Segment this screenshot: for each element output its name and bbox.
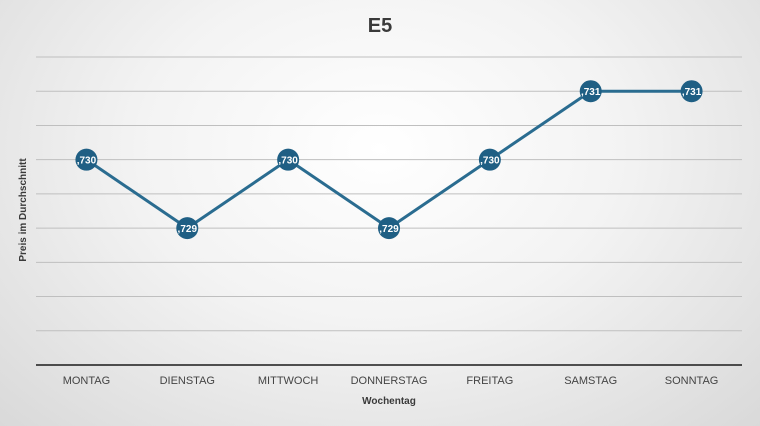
data-label: ,731 bbox=[581, 87, 601, 98]
data-label: ,729 bbox=[178, 224, 198, 235]
data-label: ,730 bbox=[480, 156, 500, 167]
x-tick-label: DIENSTAG bbox=[160, 375, 215, 387]
data-label: ,731 bbox=[682, 87, 702, 98]
x-axis-ticks: MONTAG DIENSTAG MITTWOCH DONNERSTAG FREITAG S… bbox=[63, 375, 719, 387]
data-label: ,729 bbox=[379, 224, 399, 235]
x-tick-label: DONNERSTAG bbox=[351, 375, 428, 387]
data-point-marker bbox=[478, 148, 501, 171]
x-tick-label: MONTAG bbox=[63, 375, 110, 387]
x-tick-label: FREITAG bbox=[466, 375, 513, 387]
gridlines bbox=[36, 56, 742, 332]
data-label: ,730 bbox=[77, 156, 97, 167]
data-point-marker bbox=[75, 148, 98, 171]
data-markers: ,730 ,729 ,730 ,729 ,730 ,731 ,731 bbox=[75, 80, 703, 240]
x-tick-label: MITTWOCH bbox=[258, 375, 319, 387]
data-label: ,730 bbox=[278, 156, 298, 167]
data-point-marker bbox=[680, 80, 703, 103]
y-axis-title: Preis im Durchschnitt bbox=[18, 158, 29, 262]
x-axis-title: Wochentag bbox=[362, 396, 416, 407]
x-tick-label: SONNTAG bbox=[665, 375, 719, 387]
data-point-marker bbox=[277, 148, 300, 171]
chart-title: E5 bbox=[368, 15, 392, 37]
data-point-marker bbox=[378, 217, 400, 240]
data-point-marker bbox=[176, 217, 199, 240]
x-tick-label: SAMSTAG bbox=[564, 375, 617, 387]
data-point-marker bbox=[579, 80, 602, 103]
